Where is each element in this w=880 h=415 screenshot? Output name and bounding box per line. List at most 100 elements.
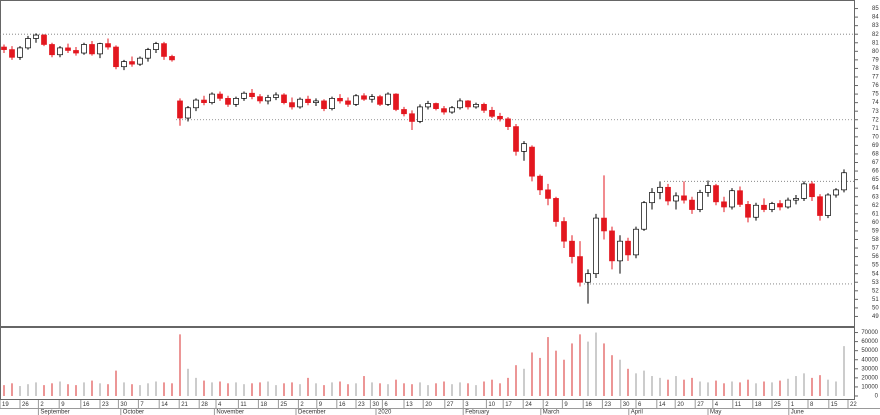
x-tick-label: 14 xyxy=(161,402,168,408)
candle-body xyxy=(817,196,823,216)
candle-body xyxy=(121,61,127,68)
volume-bar xyxy=(755,383,757,396)
volume-bar xyxy=(259,382,261,396)
candle-body xyxy=(113,46,119,68)
y-tick-label: 74 xyxy=(872,100,879,106)
candle-body xyxy=(1,46,7,50)
candle-body xyxy=(377,96,383,105)
volume-bar xyxy=(43,385,45,396)
y2-tick-label: 20000 xyxy=(861,375,878,381)
volume-bar xyxy=(419,382,421,396)
volume-bar xyxy=(195,377,197,396)
candle-body xyxy=(553,198,559,222)
month-label: May xyxy=(710,410,721,415)
candle-body xyxy=(313,100,319,103)
candle-body xyxy=(209,93,215,103)
candle-body xyxy=(793,198,799,201)
y2-tick-label: 70000 xyxy=(861,330,878,336)
x-tick-label: 2 xyxy=(40,402,44,408)
y-tick-label: 59 xyxy=(872,228,879,234)
volume-bar xyxy=(363,376,365,396)
volume-bar xyxy=(235,382,237,396)
y-tick-label: 80 xyxy=(872,49,879,55)
candle-body xyxy=(249,92,255,97)
x-tick-label: 23 xyxy=(358,402,365,408)
x-tick-label: 9 xyxy=(319,402,323,408)
candle-body xyxy=(513,126,519,152)
volume-bar xyxy=(707,382,709,396)
volume-bar xyxy=(299,384,301,396)
volume-bar xyxy=(723,383,725,396)
candle-body xyxy=(401,109,407,115)
y-tick-label: 66 xyxy=(872,169,879,175)
candle-body xyxy=(409,113,415,122)
candle-body xyxy=(169,56,175,61)
candle-body xyxy=(785,199,791,208)
volume-bar xyxy=(403,383,405,396)
x-tick-label: 2 xyxy=(545,402,549,408)
candle-body xyxy=(537,175,543,191)
volume-bar xyxy=(171,383,173,396)
volume-bar xyxy=(675,376,677,396)
candle-body xyxy=(665,186,671,202)
volume-bar xyxy=(467,383,469,396)
month-label: February xyxy=(465,410,489,415)
volume-bar xyxy=(611,355,613,396)
candle-body xyxy=(145,49,151,59)
candle-body xyxy=(801,183,807,199)
candle-body xyxy=(457,100,463,109)
candle-body xyxy=(633,228,639,256)
candle-body xyxy=(305,98,311,103)
candle-body xyxy=(281,94,287,103)
y-tick-label: 50 xyxy=(872,305,879,311)
volume-bar xyxy=(315,383,317,396)
candle-body xyxy=(433,103,439,109)
candle-body xyxy=(729,190,735,208)
y-tick-label: 64 xyxy=(872,186,879,192)
volume-bar xyxy=(731,381,733,396)
volume-bar xyxy=(699,381,701,396)
volume-bar xyxy=(59,381,61,396)
candle-body xyxy=(473,103,479,108)
candle-body xyxy=(737,190,743,205)
volume-bar xyxy=(435,383,437,396)
y2-tick-label: 50000 xyxy=(861,348,878,354)
candle-body xyxy=(33,34,39,39)
candle-body xyxy=(697,192,703,210)
x-tick-label: 24 xyxy=(525,402,532,408)
volume-bar xyxy=(387,384,389,396)
volume-bar xyxy=(379,383,381,396)
x-tick-label: 11 xyxy=(240,402,247,408)
candle-body xyxy=(561,221,567,242)
x-tick-label: 16 xyxy=(83,402,90,408)
volume-bar xyxy=(683,379,685,396)
candle-body xyxy=(297,98,303,108)
x-tick-label: 28 xyxy=(201,402,208,408)
volume-bar xyxy=(339,381,341,396)
month-label: September xyxy=(40,410,69,415)
candle-body xyxy=(65,47,71,51)
y-tick-label: 71 xyxy=(872,126,879,132)
x-tick-label: 27 xyxy=(697,402,704,408)
candle-body xyxy=(825,194,831,216)
candle-body xyxy=(745,204,751,218)
volume-bar xyxy=(619,359,621,396)
month-label: March xyxy=(543,410,560,415)
volume-bar xyxy=(771,382,773,396)
volume-bar xyxy=(803,373,805,396)
x-tick-label: 9 xyxy=(61,402,65,408)
candle-body xyxy=(225,98,231,105)
candle-body xyxy=(569,240,575,257)
y2-tick-label: 60000 xyxy=(861,339,878,345)
volume-bar xyxy=(11,383,13,396)
volume-bar xyxy=(795,376,797,396)
x-tick-label: 30 xyxy=(120,402,127,408)
candle-body xyxy=(265,97,271,102)
y-tick-label: 61 xyxy=(872,211,879,217)
candle-body xyxy=(97,43,103,55)
candle-body xyxy=(681,195,687,201)
volume-bar xyxy=(827,379,829,396)
volume-bar xyxy=(283,383,285,396)
candle-body xyxy=(233,98,239,105)
y-tick-label: 51 xyxy=(872,297,879,303)
